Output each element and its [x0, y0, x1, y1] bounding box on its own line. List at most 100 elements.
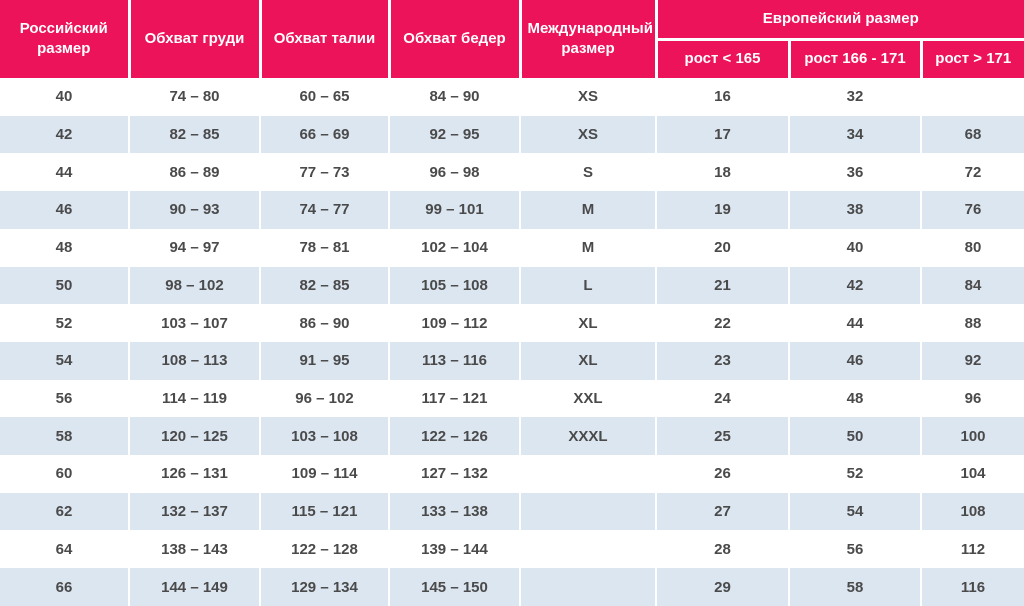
table-cell: 28 [656, 530, 790, 569]
table-cell: 100 [960, 427, 986, 445]
table-cell: XL [520, 341, 657, 380]
table-cell: 108 – 113 [129, 341, 261, 380]
table-cell: 21 [656, 266, 790, 305]
table-cell: 48 [0, 228, 130, 267]
table-cell: 76 [964, 201, 982, 219]
table-cell: 115 – 121 [260, 492, 390, 531]
table-cell: 72 [964, 163, 982, 181]
table-cell: 46 [789, 341, 922, 380]
table-cell: XS [520, 115, 657, 154]
column-header-hips: Обхват бедер [389, 0, 522, 78]
table-row: 46 90 – 93 74 – 77 99 – 101 M 19 38 76 [0, 191, 1024, 229]
table-cell: 17 [656, 115, 790, 154]
column-header-waist: Обхват талии [260, 0, 391, 78]
table-cell: 102 – 104 [389, 228, 521, 267]
table-cell: 113 – 116 [389, 341, 521, 380]
table-cell: 127 – 132 [389, 455, 521, 493]
table-cell: XXL [520, 379, 657, 418]
table-cell: 116 [960, 578, 986, 596]
table-cell: 117 – 121 [389, 379, 521, 418]
size-table-body: 40 74 – 80 60 – 65 84 – 90 XS 16 32 42 82 – 85 66… [0, 78, 1024, 606]
table-cell: 60 – 65 [260, 78, 390, 116]
table-cell: 58 [0, 417, 130, 456]
table-cell: 120 – 125 [129, 417, 261, 456]
table-cell: 80 [964, 239, 982, 257]
table-cell: 44 [789, 304, 922, 342]
table-cell: 68 [964, 126, 982, 144]
table-row: 52 103 – 107 86 – 90 109 – 112 XL 22 44 88 [0, 304, 1024, 342]
column-header-chest: Обхват груди [129, 0, 262, 78]
table-cell: 96 [964, 389, 982, 407]
table-cell: 114 – 119 [129, 379, 261, 418]
table-header: Российский размер Обхват груди Обхват та… [0, 0, 1024, 78]
table-cell: 144 – 149 [129, 568, 261, 606]
table-cell: 26 [656, 455, 790, 493]
column-header-russian-size: Российский размер [0, 0, 131, 78]
table-cell: 132 – 137 [129, 492, 261, 531]
table-cell: 82 – 85 [260, 266, 390, 305]
table-cell: XL [520, 304, 657, 342]
table-row: 60 126 – 131 109 – 114 127 – 132 26 52 104 [0, 455, 1024, 493]
table-cell: 66 [0, 568, 130, 606]
table-row: 40 74 – 80 60 – 65 84 – 90 XS 16 32 [0, 78, 1024, 116]
table-cell: 99 – 101 [389, 191, 521, 229]
column-header-height-lt-165: рост < 165 [656, 39, 791, 78]
table-cell: 23 [656, 341, 790, 380]
table-cell [520, 455, 657, 493]
table-cell: 109 – 114 [260, 455, 390, 493]
table-cell: 138 – 143 [129, 530, 261, 569]
table-cell: 133 – 138 [389, 492, 521, 531]
table-cell: 40 [0, 78, 130, 116]
table-cell: 122 – 128 [260, 530, 390, 569]
table-cell: 96 – 102 [260, 379, 390, 418]
table-cell: 22 [656, 304, 790, 342]
table-cell: S [520, 153, 657, 192]
table-cell: 20 [656, 228, 790, 267]
table-cell: 64 [0, 530, 130, 569]
table-cell: 82 – 85 [129, 115, 261, 154]
table-row: 54 108 – 113 91 – 95 113 – 116 XL 23 46 92 [0, 341, 1024, 380]
table-row: 44 86 – 89 77 – 73 96 – 98 S 18 36 72 [0, 153, 1024, 192]
table-cell: 78 – 81 [260, 228, 390, 267]
table-cell: 84 [964, 276, 982, 294]
table-cell: 98 – 102 [129, 266, 261, 305]
table-cell [520, 530, 657, 569]
table-cell: 126 – 131 [129, 455, 261, 493]
table-cell [520, 492, 657, 531]
table-cell: 52 [789, 455, 922, 493]
table-cell: 46 [0, 191, 130, 229]
table-cell: L [520, 266, 657, 305]
table-cell: 103 – 108 [260, 417, 390, 456]
table-cell: 77 – 73 [260, 153, 390, 192]
table-cell: M [520, 228, 657, 267]
table-cell: 32 [789, 78, 922, 116]
table-cell: 112 [960, 540, 986, 558]
column-group-european-size: Европейский размер [656, 0, 1024, 41]
table-cell: 91 – 95 [260, 341, 390, 380]
table-row: 66 144 – 149 129 – 134 145 – 150 29 58 116 [0, 568, 1024, 606]
column-header-international-size: Международный размер [520, 0, 658, 78]
table-cell: 90 – 93 [129, 191, 261, 229]
table-cell: 88 [964, 314, 982, 332]
table-row: 48 94 – 97 78 – 81 102 – 104 M 20 40 80 [0, 228, 1024, 267]
table-cell: 84 – 90 [389, 78, 521, 116]
table-cell: 52 [0, 304, 130, 342]
column-header-height-166-171: рост 166 - 171 [789, 39, 923, 78]
table-cell: 18 [656, 153, 790, 192]
table-row: 64 138 – 143 122 – 128 139 – 144 28 56 112 [0, 530, 1024, 569]
table-cell: 29 [656, 568, 790, 606]
table-cell: 96 – 98 [389, 153, 521, 192]
table-row: 62 132 – 137 115 – 121 133 – 138 27 54 108 [0, 492, 1024, 531]
table-cell: 27 [656, 492, 790, 531]
table-cell: 105 – 108 [389, 266, 521, 305]
table-cell: 145 – 150 [389, 568, 521, 606]
table-cell: 103 – 107 [129, 304, 261, 342]
table-cell: 58 [789, 568, 922, 606]
table-cell: 74 – 77 [260, 191, 390, 229]
table-cell: 42 [789, 266, 922, 305]
table-cell: 56 [0, 379, 130, 418]
table-cell: 44 [0, 153, 130, 192]
table-cell: 94 – 97 [129, 228, 261, 267]
table-cell: 50 [0, 266, 130, 305]
